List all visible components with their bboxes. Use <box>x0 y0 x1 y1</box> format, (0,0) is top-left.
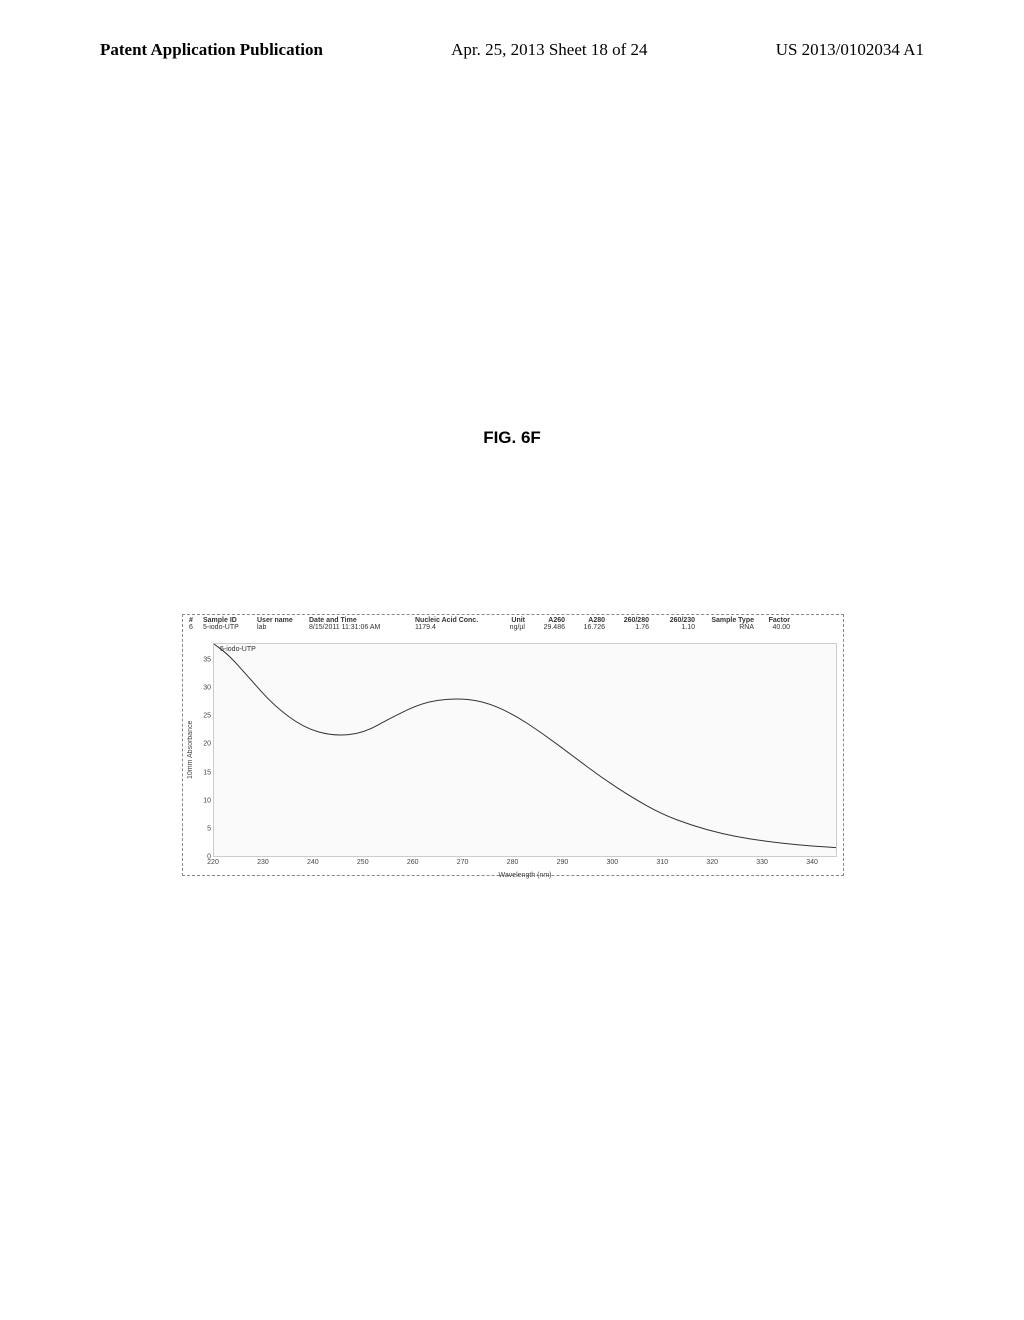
x-tick-label: 280 <box>507 859 519 866</box>
col-header-conc: Nucleic Acid Conc. <box>415 617 495 624</box>
y-tick-label: 25 <box>203 713 211 720</box>
col-header-num: # <box>189 617 199 624</box>
header-publication-label: Patent Application Publication <box>100 40 323 60</box>
col-header-unit: Unit <box>499 617 525 624</box>
x-tick-label: 340 <box>806 859 818 866</box>
absorbance-curve <box>214 644 836 856</box>
chart-container: # Sample ID User name Date and Time Nucl… <box>182 614 844 876</box>
header-row: Patent Application Publication Apr. 25, … <box>100 40 924 60</box>
col-header-datetime: Date and Time <box>309 617 411 624</box>
x-tick-label: 320 <box>706 859 718 866</box>
x-tick-label: 250 <box>357 859 369 866</box>
table-header-row: # Sample ID User name Date and Time Nucl… <box>189 617 837 624</box>
cell-datetime: 8/15/2011 11:31:06 AM <box>309 624 411 631</box>
y-tick-label: 10 <box>203 797 211 804</box>
cell-sample-id: 5-iodo-UTP <box>203 624 253 631</box>
y-tick-label: 5 <box>207 825 211 832</box>
col-header-260-280: 260/280 <box>609 617 649 624</box>
figure-label: FIG. 6F <box>0 428 1024 448</box>
data-table: # Sample ID User name Date and Time Nucl… <box>189 617 837 631</box>
cell-260-230: 1.10 <box>653 624 695 631</box>
header-publication-number: US 2013/0102034 A1 <box>776 40 924 60</box>
col-header-a280: A280 <box>569 617 605 624</box>
y-tick-label: 15 <box>203 769 211 776</box>
x-tick-label: 270 <box>457 859 469 866</box>
cell-conc: 1179.4 <box>415 624 495 631</box>
header-sheet-info: Apr. 25, 2013 Sheet 18 of 24 <box>323 40 776 60</box>
cell-a260: 29.486 <box>529 624 565 631</box>
cell-factor: 40.00 <box>758 624 790 631</box>
y-tick-label: 35 <box>203 656 211 663</box>
page-header: Patent Application Publication Apr. 25, … <box>0 40 1024 60</box>
x-tick-label: 240 <box>307 859 319 866</box>
col-header-factor: Factor <box>758 617 790 624</box>
col-header-260-230: 260/230 <box>653 617 695 624</box>
x-tick-label: 230 <box>257 859 269 866</box>
col-header-sample-type: Sample Type <box>699 617 754 624</box>
table-row: 6 5-iodo-UTP lab 8/15/2011 11:31:06 AM 1… <box>189 624 837 631</box>
cell-num: 6 <box>189 624 199 631</box>
col-header-sample-id: Sample ID <box>203 617 253 624</box>
plot-area: 5-iodo-UTP <box>213 643 837 857</box>
cell-260-280: 1.76 <box>609 624 649 631</box>
y-tick-label: 20 <box>203 741 211 748</box>
cell-sample-type: RNA <box>699 624 754 631</box>
x-tick-label: 310 <box>656 859 668 866</box>
y-axis-ticks: 05101520253035 <box>197 643 211 857</box>
cell-unit: ng/µl <box>499 624 525 631</box>
col-header-user: User name <box>257 617 305 624</box>
cell-user: lab <box>257 624 305 631</box>
x-axis-ticks: 220230240250260270280290300310320330340 <box>213 859 837 871</box>
x-tick-label: 290 <box>557 859 569 866</box>
x-tick-label: 330 <box>756 859 768 866</box>
x-tick-label: 300 <box>607 859 619 866</box>
y-tick-label: 30 <box>203 685 211 692</box>
x-tick-label: 220 <box>207 859 219 866</box>
x-axis-label: Wavelength (nm) <box>213 872 837 879</box>
cell-a280: 16.726 <box>569 624 605 631</box>
col-header-a260: A260 <box>529 617 565 624</box>
x-tick-label: 260 <box>407 859 419 866</box>
